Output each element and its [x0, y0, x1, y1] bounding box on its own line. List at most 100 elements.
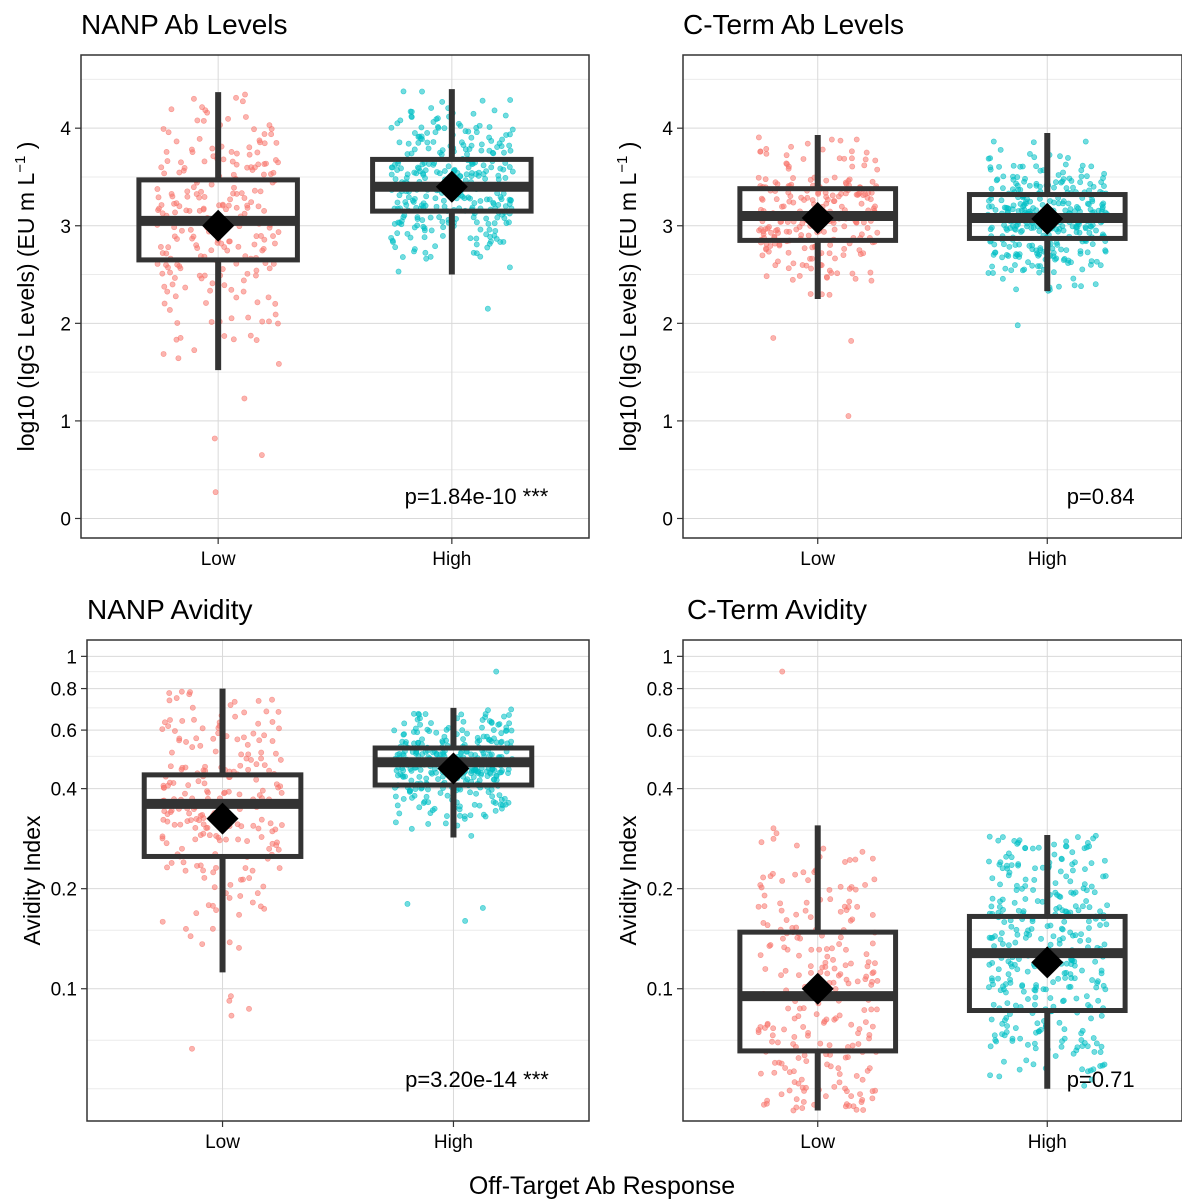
data-point-high [1079, 1066, 1085, 1073]
data-point-high [1033, 180, 1040, 187]
data-point-high [400, 767, 407, 774]
data-point-high [394, 802, 401, 809]
data-point-high [503, 132, 510, 138]
data-point-low [166, 307, 173, 313]
outlier-point-high [479, 905, 486, 911]
data-point-low [254, 299, 261, 306]
data-point-high [1012, 1025, 1019, 1031]
data-point-low [800, 156, 807, 162]
data-point-low [236, 944, 242, 951]
data-point-low [241, 734, 247, 741]
y-axis-label: log10 (IgG Levels) (EU m L−1 ) [12, 142, 39, 452]
data-point-low [179, 845, 185, 852]
data-point-low [860, 1107, 867, 1113]
data-point-low [260, 883, 267, 890]
data-point-high [987, 164, 994, 171]
data-point-low [159, 726, 166, 733]
data-point-high [1023, 198, 1029, 205]
data-point-high [1031, 154, 1038, 161]
data-point-high [422, 249, 429, 256]
data-point-high [1001, 1058, 1007, 1065]
data-point-low [236, 911, 242, 918]
data-point-high [987, 155, 994, 162]
data-point-low [859, 1096, 866, 1103]
data-point-high [427, 253, 434, 260]
data-point-low [805, 877, 811, 884]
data-point-low [819, 964, 826, 971]
jitter-points [755, 668, 1111, 1114]
data-point-low [208, 247, 215, 254]
data-point-high [1069, 849, 1076, 856]
data-point-low [159, 918, 166, 925]
mean-diamond [801, 972, 834, 1005]
data-point-low [186, 810, 193, 817]
data-point-high [463, 171, 470, 178]
data-point-low [203, 300, 209, 306]
y-tick-label: 1 [662, 412, 673, 433]
data-point-high [1092, 958, 1099, 965]
data-point-high [1081, 1082, 1088, 1089]
data-point-high [1031, 1040, 1038, 1047]
data-point-high [403, 202, 410, 208]
data-point-low [164, 864, 170, 871]
data-point-high [467, 235, 474, 242]
data-point-low [200, 117, 207, 124]
data-point-low [758, 1070, 764, 1077]
data-point-high [492, 807, 499, 814]
data-point-high [1070, 275, 1077, 282]
data-point-low [173, 138, 180, 145]
data-point-high [1055, 172, 1062, 178]
data-point-low [270, 169, 277, 176]
data-point-low [258, 755, 264, 762]
boxplot-low [136, 92, 300, 371]
data-point-low [233, 204, 240, 211]
data-point-high [491, 107, 498, 114]
data-point-high [989, 895, 996, 902]
data-point-low [268, 131, 275, 138]
data-point-low [792, 871, 799, 878]
data-point-high [992, 249, 999, 256]
data-point-low [852, 275, 859, 282]
data-point-low [842, 962, 849, 969]
data-point-high [484, 244, 491, 251]
data-point-high [395, 772, 401, 779]
data-point-high [1013, 286, 1019, 293]
data-point-high [428, 105, 435, 111]
data-point-low [761, 1101, 767, 1108]
x-tick-label: Low [205, 1132, 240, 1153]
data-point-low [249, 867, 256, 874]
data-point-high [408, 113, 415, 120]
data-point-low [843, 946, 849, 953]
data-point-high [1015, 839, 1022, 846]
data-point-low [801, 1052, 808, 1059]
data-point-low [164, 288, 171, 295]
data-point-high [991, 241, 998, 248]
data-point-high [485, 789, 492, 795]
data-point-low [208, 319, 215, 325]
data-point-high [473, 790, 479, 797]
data-point-low [799, 1105, 806, 1111]
x-tick-label: High [1028, 1132, 1067, 1153]
data-point-low [197, 742, 204, 749]
data-point-low [191, 347, 198, 354]
data-point-low [190, 233, 197, 240]
data-point-low [180, 859, 187, 866]
data-point-high [1077, 179, 1084, 186]
data-point-high [1000, 906, 1006, 913]
data-point-low [261, 140, 268, 147]
y-axis-label-superscript: −1 [12, 156, 29, 173]
data-point-high [999, 254, 1006, 261]
data-point-high [504, 740, 511, 747]
data-point-high [459, 193, 466, 200]
data-point-high [1008, 923, 1015, 930]
data-point-high [1079, 266, 1086, 273]
outlier-point-high [493, 668, 500, 675]
data-point-high [1036, 228, 1043, 235]
data-point-high [988, 185, 995, 192]
data-point-high [509, 168, 516, 175]
data-point-high [991, 943, 997, 950]
data-point-high [989, 960, 996, 966]
data-point-high [1007, 960, 1014, 967]
data-point-low [172, 209, 178, 216]
data-point-low [240, 288, 247, 295]
